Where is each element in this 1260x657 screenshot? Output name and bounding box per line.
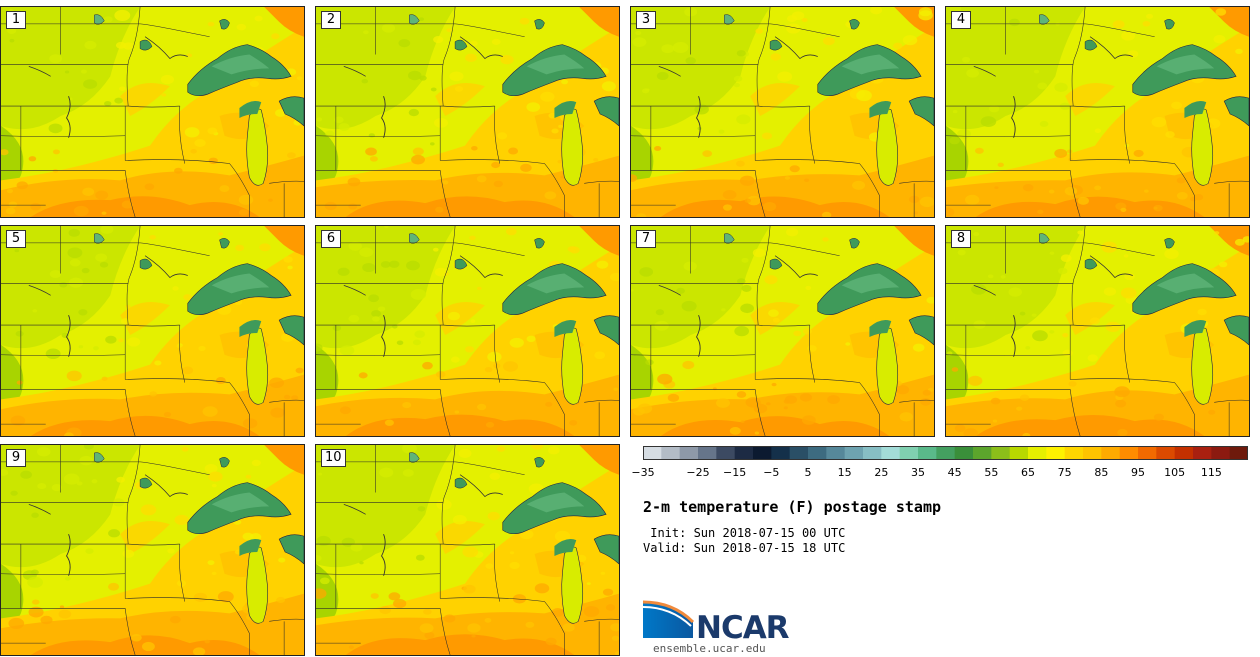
member-number-label: 10 bbox=[321, 449, 346, 467]
color-scale-tick-label: 75 bbox=[1057, 466, 1072, 479]
init-time: Init: Sun 2018-07-15 00 UTC bbox=[643, 526, 846, 540]
color-swatch bbox=[1211, 446, 1231, 460]
temperature-field bbox=[316, 226, 619, 436]
temperature-color-scale bbox=[643, 446, 1248, 460]
color-scale-tick-label: −15 bbox=[723, 466, 747, 479]
color-scale-tick-label: −25 bbox=[686, 466, 710, 479]
color-swatch bbox=[771, 446, 791, 460]
color-swatch bbox=[716, 446, 736, 460]
color-swatch bbox=[1138, 446, 1157, 460]
color-scale-tick-label: −35 bbox=[631, 466, 655, 479]
color-swatch bbox=[936, 446, 956, 460]
postage-stamp-map: 4 bbox=[945, 6, 1250, 218]
temperature-field bbox=[1, 445, 304, 655]
color-swatch bbox=[899, 446, 919, 460]
member-number-label: 6 bbox=[321, 230, 341, 248]
color-swatch bbox=[661, 446, 681, 460]
color-swatch bbox=[1156, 446, 1176, 460]
color-swatch bbox=[1064, 446, 1084, 460]
color-swatch bbox=[1229, 446, 1248, 460]
postage-stamp-map: 6 bbox=[315, 225, 620, 437]
logo-url: ensemble.ucar.edu bbox=[653, 642, 766, 655]
postage-stamp-map: 5 bbox=[0, 225, 305, 437]
temperature-field bbox=[1, 7, 304, 217]
member-number-label: 5 bbox=[6, 230, 26, 248]
color-scale-tick-label: 65 bbox=[1021, 466, 1035, 479]
color-scale-tick-label: 45 bbox=[947, 466, 962, 479]
color-swatch bbox=[1119, 446, 1139, 460]
color-swatch bbox=[679, 446, 699, 460]
member-number-label: 8 bbox=[951, 230, 971, 248]
color-swatch bbox=[643, 446, 662, 460]
temperature-field bbox=[316, 445, 619, 655]
color-swatch bbox=[1174, 446, 1194, 460]
temperature-field bbox=[631, 7, 934, 217]
color-swatch bbox=[789, 446, 809, 460]
color-scale-tick-label: 105 bbox=[1164, 466, 1186, 479]
chart-title: 2-m temperature (F) postage stamp bbox=[643, 498, 942, 516]
color-swatch bbox=[991, 446, 1011, 460]
color-scale-tick-label: 15 bbox=[837, 466, 852, 479]
color-swatch bbox=[918, 446, 937, 460]
temperature-field bbox=[316, 7, 619, 217]
temperature-field bbox=[631, 226, 934, 436]
color-scale-tick-label: 5 bbox=[804, 466, 812, 479]
color-scale-tick-label: 85 bbox=[1094, 466, 1109, 479]
postage-stamp-map: 9 bbox=[0, 444, 305, 656]
member-number-label: 9 bbox=[6, 449, 26, 467]
member-number-label: 3 bbox=[636, 11, 656, 29]
color-swatch bbox=[954, 446, 974, 460]
color-scale-tick-label: −5 bbox=[763, 466, 780, 479]
color-swatch bbox=[698, 446, 717, 460]
ncar-logo-text: NCAR bbox=[696, 610, 790, 646]
color-swatch bbox=[1193, 446, 1212, 460]
color-swatch bbox=[1046, 446, 1066, 460]
color-swatch bbox=[753, 446, 772, 460]
color-swatch bbox=[734, 446, 754, 460]
temperature-field bbox=[946, 226, 1249, 436]
postage-stamp-map: 3 bbox=[630, 6, 935, 218]
postage-stamp-map: 7 bbox=[630, 225, 935, 437]
color-swatch bbox=[1028, 446, 1047, 460]
color-swatch bbox=[881, 446, 901, 460]
member-number-label: 1 bbox=[6, 11, 26, 29]
ncar-logo-icon bbox=[643, 600, 695, 638]
color-swatch bbox=[863, 446, 882, 460]
color-swatch bbox=[1009, 446, 1029, 460]
valid-time: Valid: Sun 2018-07-15 18 UTC bbox=[643, 541, 846, 555]
color-scale-tick-label: 55 bbox=[984, 466, 999, 479]
color-swatch bbox=[844, 446, 864, 460]
member-number-label: 2 bbox=[321, 11, 341, 29]
postage-stamp-map: 10 bbox=[315, 444, 620, 656]
color-scale-tick-label: 35 bbox=[911, 466, 925, 479]
color-swatch bbox=[1101, 446, 1121, 460]
postage-stamp-map: 1 bbox=[0, 6, 305, 218]
color-swatch bbox=[1083, 446, 1102, 460]
color-swatch bbox=[826, 446, 846, 460]
color-scale-tick-label: 95 bbox=[1131, 466, 1145, 479]
color-scale-tick-label: 25 bbox=[874, 466, 889, 479]
color-swatch bbox=[973, 446, 992, 460]
color-scale-ticks: −35 −25 −15 −5 5 15 25 35 45 55 65 75 85 95 105 115 bbox=[631, 466, 1260, 480]
color-swatch bbox=[808, 446, 827, 460]
member-number-label: 7 bbox=[636, 230, 656, 248]
color-scale-tick-label: 115 bbox=[1200, 466, 1222, 479]
postage-stamp-map: 8 bbox=[945, 225, 1250, 437]
temperature-field bbox=[1, 226, 304, 436]
temperature-field bbox=[946, 7, 1249, 217]
member-number-label: 4 bbox=[951, 11, 971, 29]
postage-stamp-map: 2 bbox=[315, 6, 620, 218]
